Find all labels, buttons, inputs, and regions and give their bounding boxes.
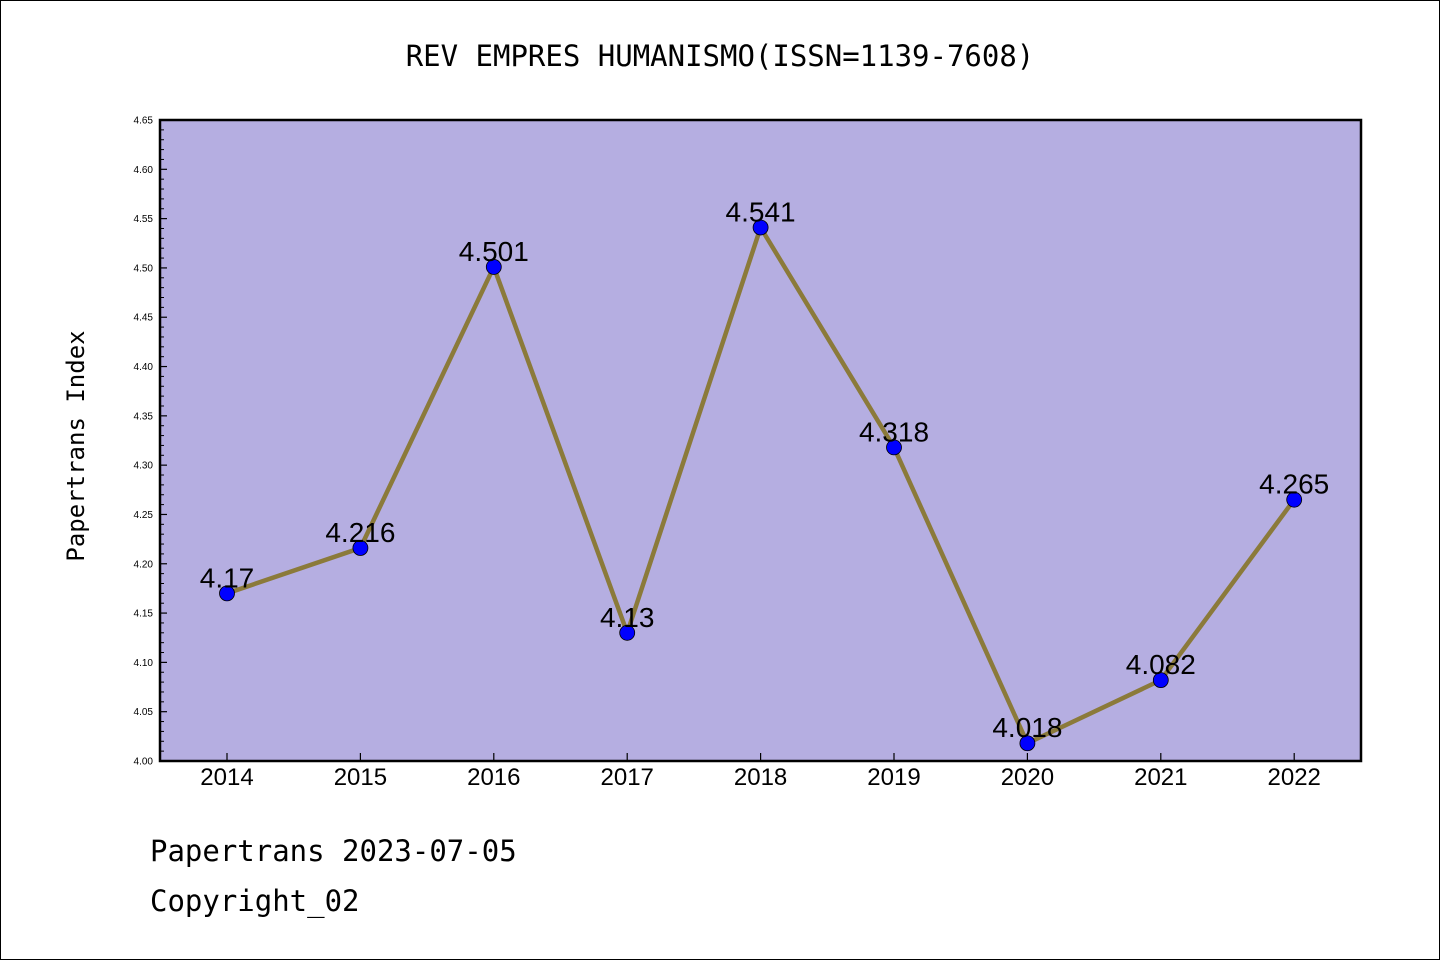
y-tick-label: 4.25 bbox=[134, 510, 154, 521]
data-label: 4.265 bbox=[1259, 469, 1329, 500]
y-tick-label: 4.30 bbox=[134, 461, 154, 472]
data-label: 4.13 bbox=[600, 602, 655, 633]
y-tick-label: 4.65 bbox=[134, 116, 154, 127]
y-tick-label: 4.40 bbox=[134, 362, 154, 373]
data-point bbox=[886, 439, 902, 456]
y-tick-label: 4.00 bbox=[134, 757, 154, 768]
y-tick-label: 4.50 bbox=[134, 263, 154, 274]
data-point bbox=[485, 259, 502, 275]
data-point bbox=[352, 540, 369, 556]
data-label: 4.501 bbox=[459, 236, 529, 267]
data-label: 4.541 bbox=[726, 196, 796, 227]
data-point bbox=[1286, 491, 1303, 508]
x-tick-label: 2021 bbox=[1134, 764, 1187, 791]
y-tick-label: 4.20 bbox=[134, 559, 154, 570]
data-label: 4.082 bbox=[1126, 649, 1196, 680]
data-point bbox=[752, 219, 769, 236]
x-tick-label: 2014 bbox=[200, 764, 253, 791]
data-point bbox=[1019, 735, 1036, 752]
x-tick-label: 2018 bbox=[734, 764, 787, 791]
y-tick-label: 4.45 bbox=[134, 313, 154, 324]
x-axis: 2014 2015 2016 2017 2018 2019 2020 2021 2022 bbox=[200, 753, 1321, 791]
data-point bbox=[619, 624, 636, 641]
x-tick-label: 2019 bbox=[867, 764, 920, 791]
x-tick-label: 2022 bbox=[1268, 764, 1321, 791]
data-point bbox=[1152, 672, 1169, 689]
data-point bbox=[219, 585, 235, 602]
x-tick-label: 2016 bbox=[467, 764, 520, 791]
x-tick-label: 2020 bbox=[1001, 764, 1054, 791]
x-tick-label: 2017 bbox=[601, 764, 654, 791]
y-axis-label: Papertrans Index bbox=[62, 330, 90, 561]
x-tick-label: 2015 bbox=[334, 764, 387, 791]
y-tick-label: 4.55 bbox=[134, 214, 154, 225]
chart-title: REV EMPRES HUMANISMO(ISSN=1139-7608) bbox=[406, 39, 1035, 73]
y-axis: 4.00 4.05 4.10 4.15 4.20 4.25 4.30 4.35 4.40 4.45… bbox=[134, 116, 167, 768]
footer-date: Papertrans 2023-07-05 bbox=[150, 834, 517, 868]
y-tick-label: 4.15 bbox=[134, 609, 154, 620]
y-tick-label: 4.35 bbox=[134, 411, 154, 422]
data-label: 4.17 bbox=[200, 562, 255, 593]
data-label: 4.018 bbox=[992, 712, 1062, 743]
data-label: 4.216 bbox=[325, 517, 395, 548]
footer-copyright: Copyright_02 bbox=[150, 884, 360, 918]
y-tick-label: 4.10 bbox=[134, 658, 154, 669]
y-tick-label: 4.05 bbox=[134, 707, 154, 718]
data-series: 4.17 4.216 4.501 4.13 4.541 4.318 4.018 4.082 4.… bbox=[200, 196, 1329, 752]
data-label: 4.318 bbox=[859, 416, 929, 447]
y-tick-label: 4.60 bbox=[134, 165, 154, 176]
